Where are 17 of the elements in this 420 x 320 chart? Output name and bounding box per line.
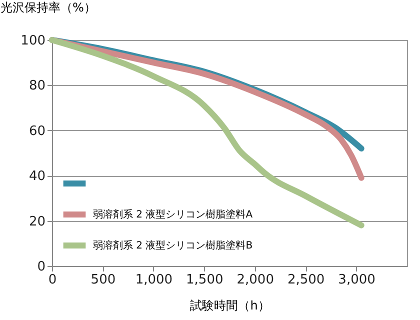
x-tick-label: 2,000	[236, 272, 274, 288]
x-tick-label: 0	[48, 272, 57, 288]
x-tick-label: 2,500	[287, 272, 325, 288]
y-tick-label: 20	[28, 214, 46, 230]
legend-label: 弱溶剤系 2 液型シリコン樹脂塗料A	[93, 208, 253, 220]
y-tick-label: 40	[28, 169, 46, 184]
y-tick-label: 80	[28, 78, 46, 94]
x-tick-label: 3,000	[338, 272, 376, 288]
x-tick-label: 1,000	[135, 272, 173, 288]
y-tick-label: 100	[20, 34, 46, 48]
y-tick-label: 0	[37, 260, 46, 274]
y-axis-title: 光沢保持率（%）	[0, 0, 96, 14]
x-tick-label: 500	[90, 272, 116, 288]
y-tick-label: 60	[28, 124, 46, 139]
x-tick-label: 1,500	[186, 272, 224, 288]
x-axis-title: 試験時間（h）	[190, 298, 270, 312]
legend-label: 弱溶剤系 2 液型シリコン樹脂塗料B	[93, 240, 253, 252]
